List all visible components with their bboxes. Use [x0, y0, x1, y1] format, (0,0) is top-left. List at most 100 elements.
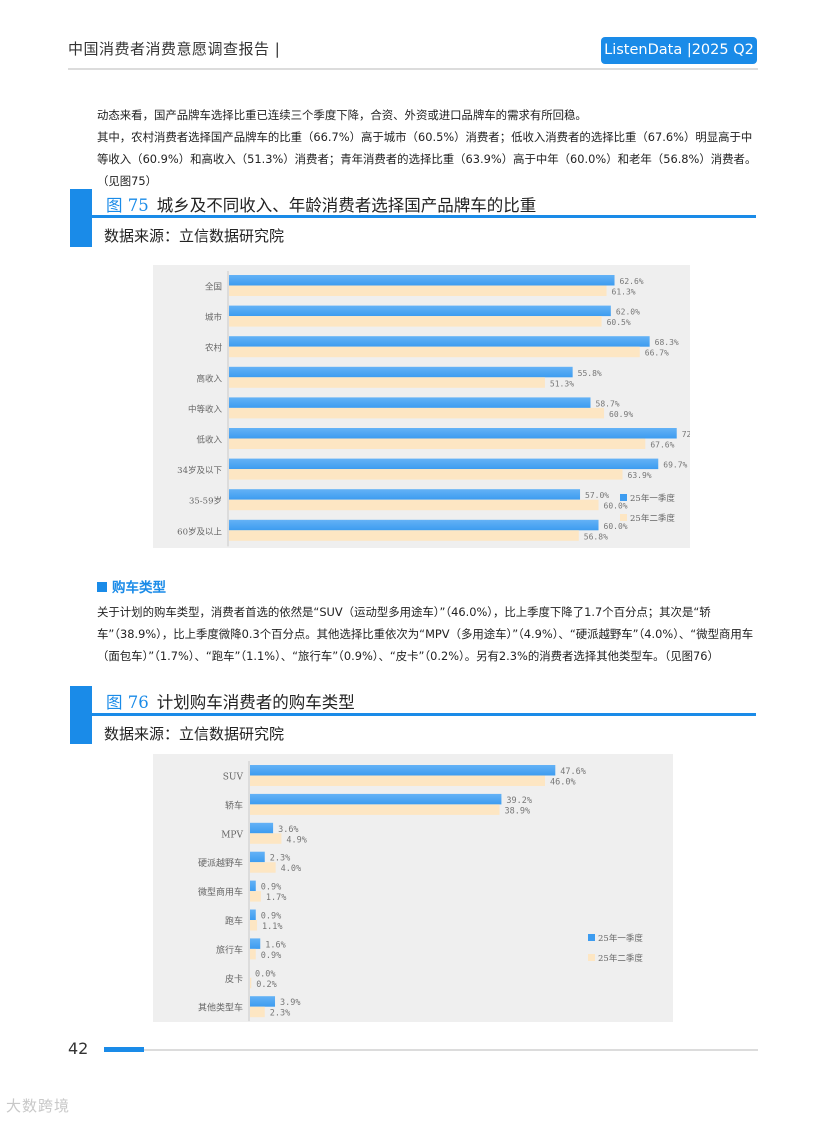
c76-bar-q1 [250, 880, 256, 892]
c75-value-label: 60.0% [604, 522, 628, 531]
c76-legend-swatch [588, 934, 595, 941]
c76-category-label: 硬派越野车 [198, 857, 243, 869]
c76-value-label: 0.0% [255, 969, 275, 979]
chart-76: SUV 47.6% 46.0% 轿车 39.2% 38.9% MPV 3.6% 4.9% 硬派越野… [153, 754, 673, 1022]
c76-bar-q2 [250, 775, 546, 786]
c75-bar-q2 [229, 530, 579, 541]
footer-accent [104, 1047, 144, 1052]
c75-value-label: 60.9% [609, 410, 633, 419]
section-heading-text: 购车类型 [112, 580, 166, 596]
figure-76-title: 图 76 计划购车消费者的购车类型 [106, 689, 355, 713]
c76-value-label: 0.9% [261, 883, 281, 893]
c75-value-label: 72.7% [682, 430, 690, 439]
square-bullet-icon [97, 582, 107, 592]
c75-category-label: 35-59岁 [189, 496, 222, 507]
figure-75-caption: 城乡及不同收入、年龄消费者选择国产品牌车的比重 [156, 196, 537, 215]
c76-value-label: 0.9% [261, 912, 281, 922]
c75-bar-q2 [229, 285, 607, 296]
c76-bar-q2 [250, 862, 276, 873]
c75-value-label: 55.8% [578, 369, 602, 378]
paragraph-2: 其中，农村消费者选择国产品牌车的比重（66.7%）高于城市（60.5%）消费者；… [97, 130, 757, 188]
c76-bar-q2 [250, 804, 500, 815]
c76-legend-label: 25年二季度 [598, 953, 643, 964]
c76-category-label: 皮卡 [225, 973, 243, 985]
c76-bar-q2 [250, 920, 258, 931]
figure-76-caption: 计划购车消费者的购车类型 [156, 693, 355, 712]
chart-75: 全国 62.6% 61.3% 城市 62.0% 60.5% 农村 68.3% 66.7% 高收入 5… [153, 265, 690, 548]
c76-bar-q1 [250, 793, 502, 805]
c76-legend-swatch [588, 954, 595, 961]
c75-bar-q2 [229, 469, 623, 480]
header-divider [68, 68, 758, 70]
c75-bar-q2 [229, 499, 599, 511]
c76-bar-q2 [250, 948, 256, 960]
c75-value-label: 66.7% [645, 349, 669, 358]
c76-category-label: MPV [221, 830, 243, 840]
page-number: 42 [68, 1039, 89, 1058]
c75-value-label: 62.0% [616, 308, 640, 317]
c76-bar-q1 [250, 938, 261, 949]
c76-value-label: 47.6% [560, 767, 586, 777]
section-heading: 购车类型 [97, 576, 166, 596]
c75-value-label: 60.5% [607, 318, 631, 327]
c76-category-label: SUV [223, 773, 244, 783]
c76-bar-q1 [250, 909, 256, 920]
c76-bar-q2 [250, 977, 252, 989]
c75-bar-q2 [229, 407, 605, 419]
c76-bar-q1 [250, 765, 556, 776]
c76-legend-label: 25年一季度 [598, 933, 643, 944]
c75-value-label: 51.3% [550, 379, 574, 388]
figure-75-rule [92, 215, 756, 218]
c75-bar-q1 [229, 275, 615, 286]
figure-75-accent [70, 189, 92, 247]
c76-bar-q1 [250, 851, 265, 863]
c75-bar-q2 [229, 316, 602, 327]
c76-bar-q1 [250, 996, 276, 1007]
c75-value-label: 57.0% [585, 491, 609, 500]
figure-76-number: 图 76 [106, 693, 149, 712]
figure-76-source: 数据来源：立信数据研究院 [104, 725, 285, 743]
footer-divider [104, 1049, 758, 1051]
c76-value-label: 4.9% [286, 835, 306, 845]
c76-category-label: 跑车 [225, 915, 243, 927]
c75-value-label: 56.8% [584, 532, 608, 541]
c76-category-label: 轿车 [225, 799, 243, 811]
c75-bar-q2 [229, 438, 646, 449]
c75-bar-q1 [229, 458, 659, 470]
c75-bar-q1 [229, 489, 581, 500]
c75-bar-q1 [229, 397, 591, 408]
c75-category-label: 农村 [205, 343, 223, 354]
c75-category-label: 60岁及以上 [177, 526, 222, 537]
c75-value-label: 58.7% [596, 399, 620, 408]
c76-value-label: 38.9% [504, 806, 530, 816]
report-title: 中国消费者消费意愿调查报告 | [68, 40, 281, 58]
c75-bar-q2 [229, 346, 640, 358]
c76-value-label: 2.3% [270, 854, 290, 864]
paragraph-3: 关于计划的购车类型，消费者首选的依然是“SUV（运动型多用途车）”（46.0%）… [97, 605, 754, 663]
c76-value-label: 0.9% [261, 951, 281, 961]
c76-category-label: 微型商用车 [198, 886, 243, 898]
c75-bar-q1 [229, 305, 611, 317]
c75-value-label: 68.3% [655, 338, 679, 347]
c75-legend-label: 25年二季度 [630, 513, 675, 524]
c76-value-label: 1.1% [262, 922, 282, 932]
c76-bar-q2 [250, 891, 261, 902]
c76-value-label: 0.2% [256, 980, 276, 990]
brand-badge: ListenData |2025 Q2 [601, 37, 757, 64]
c75-value-label: 67.6% [650, 441, 674, 450]
c75-value-label: 60.0% [604, 502, 628, 511]
c75-legend-swatch [620, 494, 627, 501]
c75-bar-q1 [229, 428, 677, 439]
figure-76-accent [70, 686, 92, 744]
c75-bar-q1 [229, 336, 650, 347]
c75-bar-q1 [229, 519, 599, 531]
c75-legend-label: 25年一季度 [630, 493, 675, 504]
chart-75-svg: 全国 62.6% 61.3% 城市 62.0%60.5% 农村 68.3% 66.7% 高收入 5… [177, 271, 690, 547]
c76-value-label: 2.3% [270, 1009, 290, 1019]
paragraph-1: 动态来看，国产品牌车选择比重已连续三个季度下降，合资、外资或进口品牌车的需求有所… [97, 108, 587, 122]
c75-category-label: 34岁及以下 [177, 465, 222, 476]
figure-75-number: 图 75 [106, 196, 149, 215]
c76-bar-q1 [250, 822, 274, 834]
c75-category-label: 全国 [205, 282, 222, 293]
figure-76-rule [92, 713, 756, 716]
